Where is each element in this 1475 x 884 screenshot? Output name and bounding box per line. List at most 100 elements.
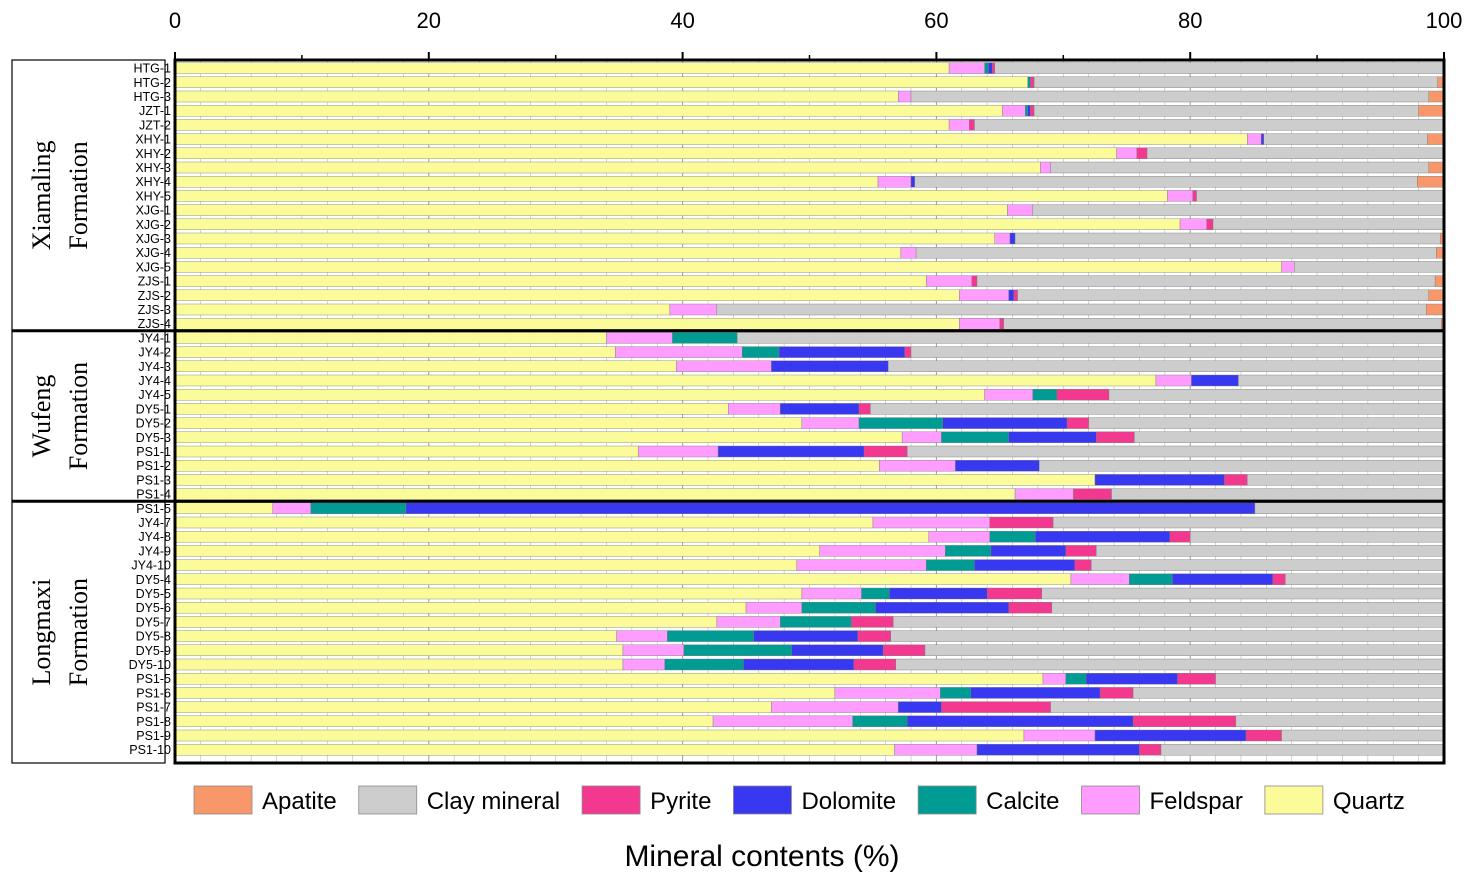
- bar-segment-pyrite: [971, 275, 978, 287]
- sample-label: PS1-5: [136, 672, 171, 686]
- sample-label: XJG-3: [136, 232, 171, 246]
- bar-segment-feldspar: [676, 360, 772, 372]
- bar-segment-clay-mineral: [1052, 516, 1445, 529]
- bar-segment-feldspar: [745, 602, 803, 614]
- sample-bar: [174, 616, 1445, 628]
- bar-segment-calcite: [858, 417, 943, 429]
- sample-label: XJG-1: [136, 204, 171, 218]
- sample-bar: [174, 133, 1445, 145]
- bar-segment-feldspar: [1023, 729, 1096, 742]
- sample-label: HTG-1: [134, 62, 172, 76]
- bar-segment-dolomite: [907, 715, 1134, 727]
- bar-segment-quartz: [174, 616, 718, 628]
- bar-segment-apatite: [1428, 289, 1445, 301]
- bar-segment-quartz: [174, 545, 820, 557]
- sample-label: XHY-3: [135, 161, 171, 175]
- bar-segment-pyrite: [1030, 76, 1035, 89]
- bar-segment-dolomite: [743, 658, 855, 671]
- sample-bar: [174, 460, 1445, 472]
- sample-bar: [174, 673, 1445, 685]
- sample-label: ZJS-3: [138, 303, 171, 317]
- bar-segment-feldspar: [959, 289, 1009, 301]
- sample-bar: [174, 573, 1445, 585]
- bar-segment-calcite: [989, 531, 1036, 543]
- bar-segment-dolomite: [753, 630, 858, 642]
- bar-segment-apatite: [1428, 90, 1445, 103]
- sample-bar: [174, 374, 1445, 387]
- sample-bar: [174, 545, 1445, 557]
- bar-segment-quartz: [174, 403, 729, 415]
- bar-segment-dolomite: [988, 62, 993, 74]
- bar-segment-calcite: [1065, 673, 1087, 685]
- sample-bar: [174, 104, 1445, 117]
- bar-segment-feldspar: [1070, 573, 1130, 585]
- bar-segment-quartz: [174, 133, 1248, 145]
- bar-segment-quartz: [174, 104, 1003, 117]
- sample-bar: [174, 275, 1445, 287]
- legend-swatch: [1081, 785, 1140, 815]
- sample-label: XHY-4: [135, 175, 171, 189]
- bar-segment-quartz: [174, 502, 273, 514]
- bar-segment-pyrite: [999, 318, 1004, 330]
- bar-segment-quartz: [174, 275, 927, 287]
- sample-label: XJG-5: [136, 260, 171, 274]
- bar-segment-quartz: [174, 161, 1041, 174]
- sample-label: PS1-6: [136, 686, 171, 700]
- sample-label: JY4-8: [138, 530, 171, 544]
- bar-segment-feldspar: [801, 587, 862, 600]
- bar-segment-calcite: [945, 545, 992, 557]
- bar-segment-clay-mineral: [1263, 133, 1428, 145]
- bar-segment-clay-mineral: [1108, 389, 1445, 401]
- bar-segment-pyrite: [1099, 687, 1134, 699]
- sample-bar: [174, 630, 1445, 642]
- bar-segment-feldspar: [1281, 261, 1295, 273]
- sample-bar: [174, 204, 1445, 216]
- sample-bar: [174, 76, 1445, 89]
- bar-segment-dolomite: [976, 744, 1140, 756]
- bar-segment-pyrite: [882, 644, 926, 656]
- bar-segment-feldspar: [926, 275, 973, 287]
- bar-segment-calcite: [667, 630, 754, 642]
- bar-segment-clay-mineral: [910, 346, 1445, 358]
- x-tick-label: 40: [670, 8, 694, 33]
- sample-bar: [174, 474, 1445, 486]
- bar-segment-pyrite: [904, 346, 912, 358]
- bar-segment-pyrite: [863, 445, 908, 458]
- sample-label: XJG-4: [136, 246, 171, 260]
- bar-segment-clay-mineral: [1285, 573, 1445, 585]
- bar-segment-calcite: [941, 431, 1009, 443]
- sample-bar: [174, 644, 1445, 656]
- legend-swatch: [1264, 785, 1324, 815]
- bar-segment-quartz: [174, 658, 624, 671]
- bar-segment-feldspar: [801, 417, 860, 429]
- sample-bar: [174, 360, 1445, 372]
- bar-segment-dolomite: [970, 687, 1101, 699]
- bar-segment-quartz: [174, 630, 617, 642]
- bar-segment-pyrite: [1224, 474, 1248, 486]
- bar-segment-feldspar: [928, 531, 990, 543]
- bar-segment-feldspar: [1247, 133, 1262, 145]
- bar-segment-dolomite: [875, 602, 1009, 614]
- bar-segment-clay-mineral: [736, 332, 1445, 344]
- formation-title-line: Formation: [64, 141, 93, 249]
- bar-segment-dolomite: [1094, 474, 1225, 486]
- sample-label: DY5-3: [136, 431, 171, 445]
- sample-label: PS1-5: [136, 502, 171, 516]
- sample-bar: [174, 303, 1445, 316]
- bar-segment-feldspar: [1014, 488, 1074, 500]
- bar-segment-dolomite: [1172, 573, 1273, 585]
- x-tick-label: 100: [1426, 8, 1463, 33]
- sample-bar: [174, 318, 1445, 330]
- sample-label: DY5-7: [136, 615, 171, 629]
- legend-swatch: [358, 785, 418, 815]
- bar-segment-pyrite: [992, 62, 995, 74]
- bar-segment-quartz: [174, 332, 607, 344]
- bar-segment-feldspar: [901, 431, 942, 443]
- sample-label: JY4-4: [138, 374, 171, 388]
- bar-segment-quartz: [174, 303, 671, 316]
- formation-title-line: Xiamaling: [27, 141, 56, 251]
- bar-segment-dolomite: [1008, 431, 1097, 443]
- sample-bar: [174, 190, 1445, 202]
- bar-segment-feldspar: [1002, 104, 1026, 117]
- sample-label: PS1-7: [136, 701, 171, 715]
